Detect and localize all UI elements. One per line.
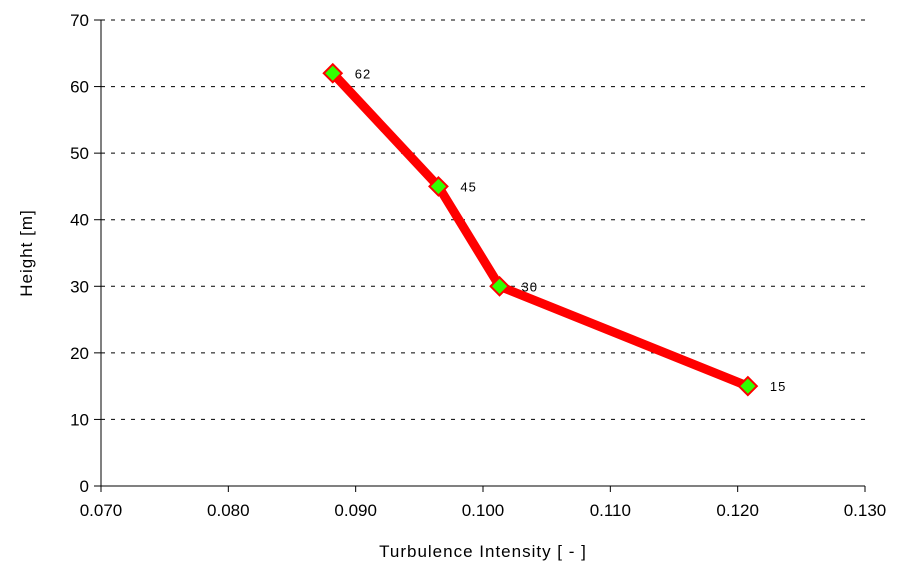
data-label-15: 15 (770, 379, 786, 394)
x-tick-label-0.110: 0.110 (590, 501, 631, 520)
x-tick-label-0.120: 0.120 (716, 501, 759, 520)
data-point-62 (322, 62, 344, 84)
data-label-30: 30 (522, 279, 538, 294)
series-line-0 (328, 68, 753, 391)
y-tick-labels: 0 10 20 30 40 50 60 70 (70, 11, 89, 496)
y-tick-label-0: 0 (80, 477, 89, 496)
data-point-30 (489, 275, 510, 297)
y-tick-label-10: 10 (70, 410, 89, 429)
data-label-62: 62 (355, 66, 371, 81)
x-axis-label: Turbulence Intensity [ - ] (379, 542, 587, 561)
y-tick-label-50: 50 (70, 144, 89, 163)
x-tick-label-0.100: 0.100 (462, 501, 505, 520)
data-label-45: 45 (460, 179, 476, 194)
x-tick-label-0.070: 0.070 (80, 501, 123, 520)
y-axis-label: Height [m] (17, 209, 36, 296)
series-group: 15 30 45 62 (322, 62, 786, 397)
y-tick-label-70: 70 (70, 11, 89, 30)
y-tick-label-20: 20 (70, 344, 89, 363)
data-point-45 (428, 176, 449, 197)
gridlines (101, 19, 865, 420)
x-tick-labels: 0.070 0.080 0.090 0.100 0.110 0.120 0.130 (80, 501, 887, 520)
y-tick-label-30: 30 (70, 277, 89, 296)
x-tick-label-0.080: 0.080 (207, 501, 250, 520)
y-tick-label-40: 40 (70, 211, 89, 230)
y-tick-label-60: 60 (70, 78, 89, 97)
x-tick-label-0.130: 0.130 (844, 501, 887, 520)
data-point-15 (737, 375, 759, 397)
x-tick-label-0.090: 0.090 (334, 501, 377, 520)
axes (94, 19, 866, 492)
